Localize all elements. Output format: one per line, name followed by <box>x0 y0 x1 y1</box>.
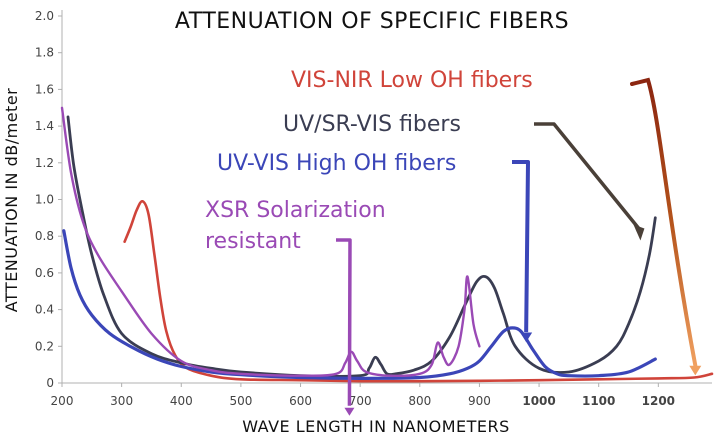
x-tick-label: 500 <box>229 394 252 408</box>
series-uv-sr-vis <box>66 115 657 378</box>
y-tick-label: 2.0 <box>35 9 54 23</box>
x-axis-label: WAVE LENGTH IN NANOMETERS <box>242 417 510 436</box>
x-ticks: 200 300 400 500 600 700 800 900 1000 1100 1200 <box>51 383 675 408</box>
x-tick-label: 1200 <box>642 394 675 408</box>
x-tick-label: 700 <box>349 394 372 408</box>
x-tick-label: 600 <box>289 394 312 408</box>
x-tick-label: 300 <box>110 394 133 408</box>
arrow-head <box>633 224 645 241</box>
annotation-vis-nir-label: VIS-NIR Low OH fibers <box>291 68 533 93</box>
y-tick-label: 0 <box>46 376 54 390</box>
x-tick-label: 1000 <box>522 394 555 408</box>
x-tick-label: 800 <box>408 394 431 408</box>
annotation-arrows <box>336 77 702 416</box>
y-tick-label: 1.0 <box>35 193 54 207</box>
y-axis-label: ATTENUATION IN dB/meter <box>2 88 21 313</box>
arrow-head <box>344 407 355 416</box>
arrow-head <box>520 332 533 343</box>
arrow-head <box>689 365 702 376</box>
annotation-xsr-label-line1: XSR Solarization <box>205 198 386 223</box>
chart-title: ATTENUATION OF SPECIFIC FIBERS <box>175 9 569 34</box>
arrow-uv-sr-vis <box>534 122 642 232</box>
x-tick-label: 1100 <box>582 394 615 408</box>
y-tick-label: 0.6 <box>35 266 54 280</box>
y-ticks: 0 0.2 0.4 0.6 0.8 1.0 1.2 1.4 1.6 1.8 2.0 <box>35 9 62 390</box>
y-tick-label: 1.4 <box>35 119 54 133</box>
arrow-vis-nir <box>630 77 698 368</box>
y-tick-label: 1.8 <box>35 46 54 60</box>
x-tick-label: 400 <box>170 394 193 408</box>
series-xsr-solarization <box>60 106 481 377</box>
annotation-xsr-label-line2: resistant <box>205 229 301 254</box>
y-tick-label: 0.2 <box>35 339 54 353</box>
y-tick-label: 0.4 <box>35 303 54 317</box>
y-tick-label: 1.6 <box>35 82 54 96</box>
annotation-uv-vis-label: UV-VIS High OH fibers <box>217 151 456 176</box>
arrow-uv-vis <box>512 160 530 333</box>
y-tick-label: 1.2 <box>35 156 54 170</box>
y-tick-label: 0.8 <box>35 229 54 243</box>
x-tick-label: 900 <box>468 394 491 408</box>
series-layer <box>60 106 714 383</box>
arrow-xsr <box>336 238 352 406</box>
series-uv-vis-high-oh <box>62 229 657 380</box>
annotation-uv-sr-vis-label: UV/SR-VIS fibers <box>283 112 461 137</box>
series-vis-nir-low-oh <box>123 200 714 383</box>
axes <box>61 10 712 384</box>
x-tick-label: 200 <box>51 394 74 408</box>
